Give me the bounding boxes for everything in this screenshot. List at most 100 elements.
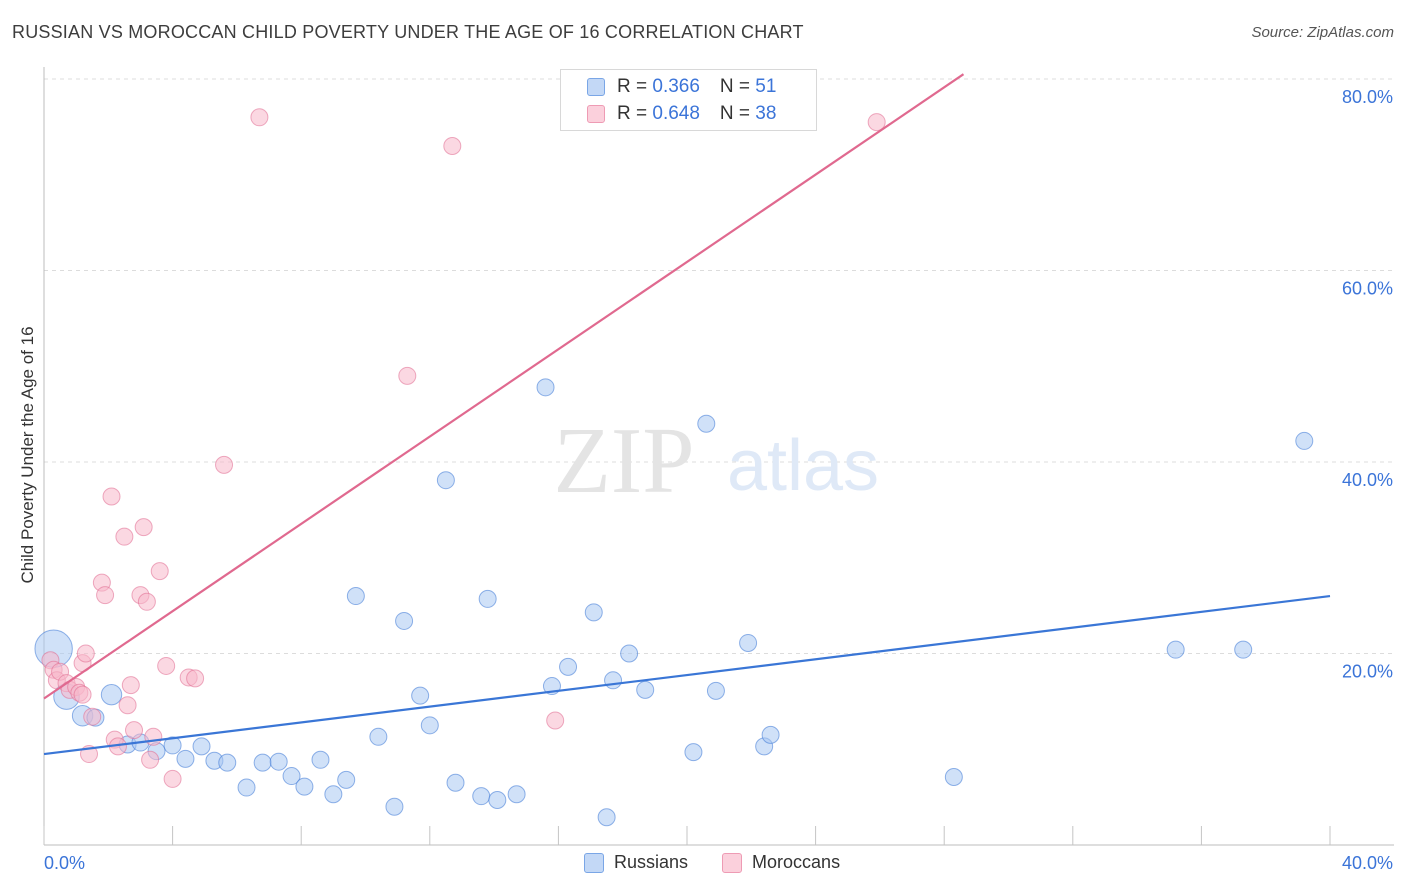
russians-point xyxy=(684,743,703,762)
russians-point xyxy=(507,785,526,804)
legend-item-moroccans[interactable]: Moroccans xyxy=(722,852,840,873)
moroccans-point xyxy=(144,727,163,746)
moroccans-point xyxy=(163,769,182,788)
n-label: N = xyxy=(719,76,756,97)
moroccans-point xyxy=(141,750,160,769)
axes xyxy=(43,67,1394,846)
russians-point xyxy=(436,471,455,490)
series-legend: Russians Moroccans xyxy=(584,852,874,873)
russians-point xyxy=(706,681,725,700)
russians-point xyxy=(176,749,195,768)
russians-point xyxy=(559,657,578,676)
russians-point xyxy=(411,686,430,705)
moroccans-point xyxy=(215,455,234,474)
source-label: Source: ZipAtlas.com xyxy=(1251,24,1394,41)
y-tick-label: 20.0% xyxy=(1342,662,1393,682)
russians-point xyxy=(1166,640,1185,659)
russians-swatch xyxy=(587,78,605,96)
russians-point xyxy=(346,587,365,606)
n-value: 51 xyxy=(755,76,777,97)
russians-point xyxy=(739,633,758,652)
r-label: R = xyxy=(617,76,653,97)
moroccans-point xyxy=(102,487,121,506)
russians-point xyxy=(1234,640,1253,659)
legend-item-russians[interactable]: Russians xyxy=(584,852,688,873)
moroccans-point xyxy=(125,721,144,740)
russians-point xyxy=(337,770,356,789)
n-label: N = xyxy=(719,103,756,124)
moroccans-point xyxy=(118,696,137,715)
russians-point xyxy=(697,414,716,433)
russians-point xyxy=(324,785,343,804)
russians-point xyxy=(100,683,123,706)
moroccans-point xyxy=(546,711,565,730)
russians-point xyxy=(1295,431,1314,450)
moroccans-point xyxy=(76,644,95,663)
y-tick-label: 60.0% xyxy=(1342,279,1393,299)
russians-point xyxy=(478,589,497,608)
y-tick-label: 40.0% xyxy=(1342,470,1393,490)
russians-point xyxy=(269,752,288,771)
moroccans-point xyxy=(137,592,156,611)
r-value: 0.648 xyxy=(652,103,700,124)
russians-point xyxy=(636,680,655,699)
watermark: ZIP atlas xyxy=(554,409,880,513)
moroccans-swatch xyxy=(587,105,605,123)
russians-point xyxy=(385,797,404,816)
x-tick-label: 0.0% xyxy=(44,853,85,873)
r-label: R = xyxy=(617,103,653,124)
y-tick-label: 80.0% xyxy=(1342,87,1393,107)
legend-row-russians: R = 0.366 N = 51 xyxy=(587,74,776,100)
moroccans-point xyxy=(134,518,153,537)
watermark-zip: ZIP xyxy=(554,409,695,513)
russians-point xyxy=(295,777,314,796)
russians-point xyxy=(536,378,555,397)
chart-title: RUSSIAN VS MOROCCAN CHILD POVERTY UNDER … xyxy=(12,22,804,42)
russians-point xyxy=(218,753,237,772)
russians-point xyxy=(395,611,414,630)
moroccans-point xyxy=(96,586,115,605)
moroccans-label: Moroccans xyxy=(752,852,841,872)
russians-point xyxy=(944,768,963,787)
watermark-atlas: atlas xyxy=(727,426,879,506)
moroccans-point xyxy=(73,685,92,704)
russians-point xyxy=(620,644,639,663)
russians-point xyxy=(446,773,465,792)
russians-point xyxy=(420,716,439,735)
russians-trend-line xyxy=(43,594,1331,756)
tick-labels: 20.0% 40.0% 60.0% 80.0% 0.0% 40.0% xyxy=(44,87,1393,873)
moroccans-point xyxy=(115,527,134,546)
russians-point xyxy=(311,750,330,769)
russians-point xyxy=(488,790,507,809)
moroccans-point xyxy=(250,108,269,127)
moroccans-swatch xyxy=(722,852,743,873)
moroccans-point xyxy=(83,707,102,726)
gridlines xyxy=(44,78,1394,654)
correlation-legend: R = 0.366 N = 51 R = 0.648 N = 38 xyxy=(560,69,817,131)
moroccans-point xyxy=(443,137,462,156)
russians-point xyxy=(472,787,491,806)
russians-point xyxy=(253,753,272,772)
moroccans-point xyxy=(121,676,140,695)
russians-point xyxy=(597,808,616,827)
russians-point xyxy=(282,767,301,786)
russians-point xyxy=(584,603,603,622)
n-value: 38 xyxy=(755,103,777,124)
russians-point xyxy=(192,737,211,756)
russians-swatch xyxy=(584,852,604,873)
trend-lines xyxy=(43,73,1331,756)
russians-point xyxy=(604,671,623,690)
moroccans-point xyxy=(150,562,169,581)
moroccans-point xyxy=(186,669,205,688)
moroccans-point xyxy=(157,656,176,675)
russians-point xyxy=(237,778,256,797)
r-value: 0.366 xyxy=(652,76,700,97)
moroccans-trend-line xyxy=(43,73,965,700)
data-points xyxy=(34,108,1314,827)
moroccans-point xyxy=(867,113,886,132)
russians-label: Russians xyxy=(614,852,689,872)
x-tick-label: 40.0% xyxy=(1342,853,1393,873)
russians-point xyxy=(761,725,780,744)
legend-row-moroccans: R = 0.648 N = 38 xyxy=(587,101,776,127)
